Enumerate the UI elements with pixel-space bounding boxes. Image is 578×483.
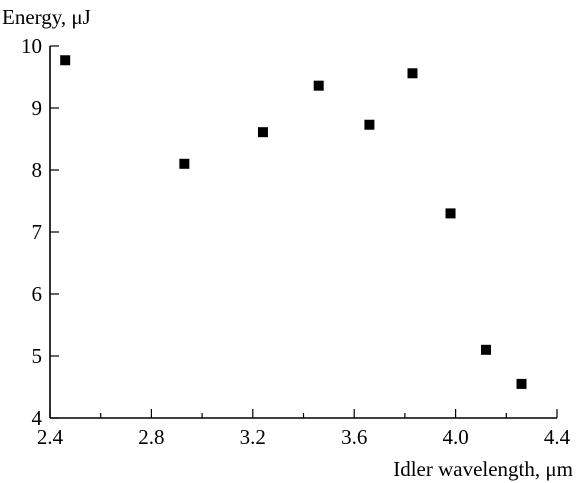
data-point	[364, 119, 375, 130]
y-ticks: 4 5 6 7 8 9 10	[21, 34, 59, 430]
data-point	[407, 68, 418, 79]
data-point	[179, 158, 190, 169]
x-tick-label: 2.8	[138, 425, 164, 449]
y-tick-label: 7	[32, 220, 43, 244]
x-axis-title: Idler wavelength, μm	[393, 457, 573, 481]
y-tick-label: 4	[32, 406, 43, 430]
x-tick-label: 2.4	[37, 425, 64, 449]
y-axis-title: Energy, μJ	[2, 5, 91, 29]
data-points	[60, 55, 527, 389]
data-point	[445, 208, 456, 219]
y-tick-label: 9	[32, 96, 43, 120]
data-point	[257, 127, 268, 138]
data-point	[313, 80, 324, 91]
y-tick-label: 10	[21, 34, 42, 58]
data-point	[60, 55, 71, 66]
y-tick-label: 5	[32, 344, 43, 368]
data-point	[481, 344, 492, 355]
y-tick-label: 8	[32, 158, 43, 182]
axes	[49, 46, 557, 419]
y-tick-label: 6	[32, 282, 43, 306]
x-tick-label: 3.2	[240, 425, 266, 449]
data-point	[516, 378, 527, 389]
x-tick-label: 4.4	[544, 425, 571, 449]
x-tick-label: 3.6	[341, 425, 367, 449]
x-tick-label: 4.0	[442, 425, 468, 449]
x-ticks: 2.4 2.8 3.2 3.6 4.0 4.4	[37, 409, 571, 449]
